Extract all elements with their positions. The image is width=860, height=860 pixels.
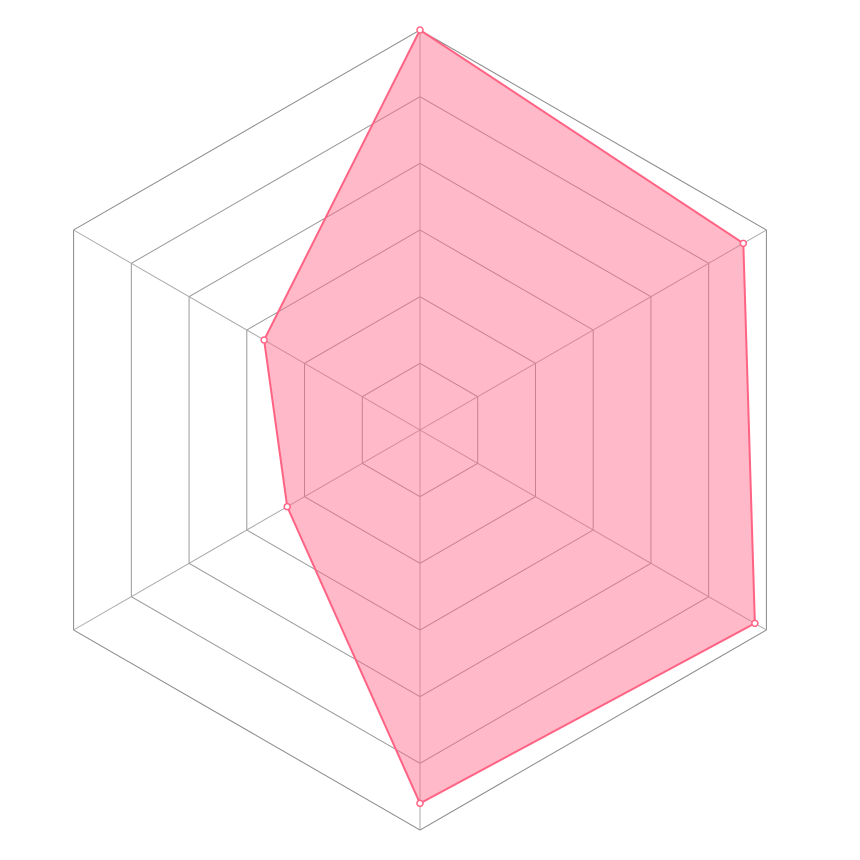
data-point xyxy=(260,336,268,344)
data-point xyxy=(283,502,291,511)
axis-spoke xyxy=(73,229,421,431)
data-point xyxy=(416,26,424,34)
series-area xyxy=(263,28,756,805)
axis-spoke xyxy=(419,429,767,631)
data-point xyxy=(416,799,424,808)
axis-spoke xyxy=(419,229,767,431)
data-point xyxy=(739,239,748,248)
data-point xyxy=(751,619,759,628)
axis-spoke xyxy=(73,429,421,631)
